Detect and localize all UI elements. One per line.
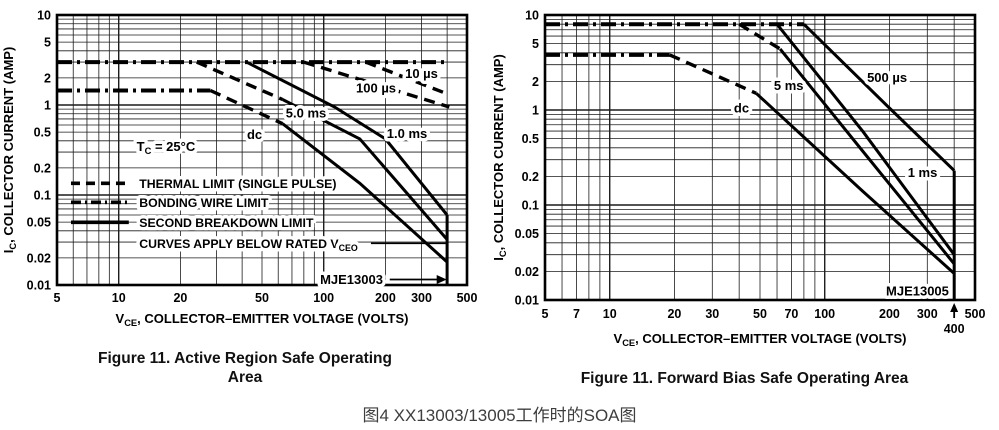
device-label: MJE13003 <box>320 272 383 287</box>
y-axis-title: IC, COLLECTOR CURRENT (AMP) <box>1 47 18 254</box>
soa-chart-mje13003: 5 10 20 50 100 200 300 500 10 5 2 1 0.5 0.2 0.1 0.05 0.0… <box>1 9 478 329</box>
y-tick-label: 5 <box>44 36 51 50</box>
x-tick-label: 500 <box>457 291 478 305</box>
legend-label: BONDING WIRE LIMIT <box>139 196 269 210</box>
x-tick-label: 30 <box>705 307 719 321</box>
x-tick-label: 100 <box>313 291 334 305</box>
legend-label: THERMAL LIMIT (SINGLE PULSE) <box>139 177 336 191</box>
x-tick-label: 7 <box>573 307 580 321</box>
figure-caption-left-line2: Area <box>227 369 263 386</box>
series-second-breakdown-5ms <box>778 47 956 265</box>
curve-label-5-0-ms: 5.0 ms <box>286 105 326 120</box>
y-tick-label: 0.01 <box>27 279 51 293</box>
x-tick-label: 70 <box>784 307 798 321</box>
x-tick-label: 10 <box>603 307 617 321</box>
x-tick-label: 200 <box>879 307 900 321</box>
page-caption: 图4 XX13003/13005工作时的SOA图 <box>362 406 637 425</box>
y-tick-label: 0.02 <box>27 251 51 265</box>
legend-label: SECOND BREAKDOWN LIMIT <box>139 216 314 230</box>
y-tick-label: 2 <box>44 71 51 85</box>
curve-label-dc: dc <box>247 127 262 142</box>
y-tick-label: 0.01 <box>515 294 539 308</box>
curve-label-10-s: 10 µs <box>405 66 438 81</box>
series-second-breakdown-5ms <box>281 98 449 241</box>
y-tick-label: 0.5 <box>34 126 51 140</box>
curve-label-1-0-ms: 1.0 ms <box>387 126 427 141</box>
curve-label-100-s: 100 µs <box>356 80 396 95</box>
curve-label-1-ms: 1 ms <box>908 165 938 180</box>
series-thermal-limit-10us <box>364 60 450 97</box>
plot-border <box>55 13 469 287</box>
x-tick-label: 50 <box>255 291 269 305</box>
x-tick-label: 100 <box>814 307 835 321</box>
series-thermal-limit-dc <box>209 88 284 126</box>
x-tick-label: 5 <box>542 307 549 321</box>
series-second-breakdown-dc <box>281 122 449 264</box>
series-thermal-limit-5ms <box>738 22 781 51</box>
x-tick-label: 300 <box>411 291 432 305</box>
y-tick-label: 0.05 <box>27 216 51 230</box>
x-axis-title: VCE, COLLECTOR–EMITTER VOLTAGE (VOLTS) <box>116 311 409 328</box>
legend-label: CURVES APPLY BELOW RATED VCEO <box>139 237 358 253</box>
y-tick-label: 10 <box>525 9 539 23</box>
curve-label-mje13005: MJE13005 <box>886 283 949 298</box>
y-tick-label: 0.05 <box>515 227 539 241</box>
x-callout-label: 400 <box>944 322 965 336</box>
series-second-breakdown-500us <box>802 23 956 172</box>
series-second-breakdown-dc <box>755 92 956 275</box>
y-tick-label: 2 <box>532 75 539 89</box>
curve-label-500-s: 500 µs <box>867 70 907 85</box>
figure-caption-left-line1: Figure 11. Active Region Safe Operating <box>97 350 392 367</box>
y-tick-label: 10 <box>37 9 51 23</box>
y-tick-label: 1 <box>44 99 51 113</box>
y-tick-label: 0.2 <box>34 161 51 175</box>
curve-label-5-ms: 5 ms <box>774 78 804 93</box>
y-tick-label: 1 <box>532 104 539 118</box>
figure-caption-left: Figure 11. Active Region Safe Operating … <box>0 349 490 387</box>
x-tick-label: 300 <box>917 307 938 321</box>
x-tick-label: 200 <box>375 291 396 305</box>
device-arrow-head <box>436 275 447 285</box>
y-tick-label: 0.1 <box>522 199 539 213</box>
x-axis-title: VCE, COLLECTOR–EMITTER VOLTAGE (VOLTS) <box>614 331 907 348</box>
series-thermal-limit-100us <box>303 60 450 109</box>
x-tick-label: 500 <box>965 307 986 321</box>
x-tick-label: 20 <box>173 291 187 305</box>
series-thermal-limit-5ms <box>196 60 284 102</box>
y-tick-label: 0.02 <box>515 265 539 279</box>
y-tick-label: 0.2 <box>522 170 539 184</box>
x-callout-arrow-head <box>950 303 959 312</box>
y-tick-label: 5 <box>532 37 539 51</box>
y-axis-title: IC, COLLECTOR CURRENT (AMP) <box>491 54 508 261</box>
soa-chart-mje13005: 5 7 10 20 30 50 70 100 200 300 500 10 5 2 1 0.5 0.2 0.1 0.… <box>491 9 986 349</box>
figure-caption-right: Figure 11. Forward Bias Safe Operating A… <box>580 370 909 387</box>
series-thermal-limit-dc <box>669 53 757 95</box>
x-tick-label: 20 <box>667 307 681 321</box>
x-tick-label: 5 <box>54 291 61 305</box>
series-second-breakdown-1ms <box>775 23 956 256</box>
series-second-breakdown-1ms <box>245 60 449 216</box>
x-tick-label: 50 <box>753 307 767 321</box>
x-tick-label: 10 <box>112 291 126 305</box>
temperature-note: TC = 25°C <box>137 139 196 156</box>
curve-label-dc: dc <box>734 100 749 115</box>
plot-border <box>543 13 977 302</box>
y-tick-label: 0.5 <box>522 132 539 146</box>
y-tick-label: 0.1 <box>34 189 51 203</box>
